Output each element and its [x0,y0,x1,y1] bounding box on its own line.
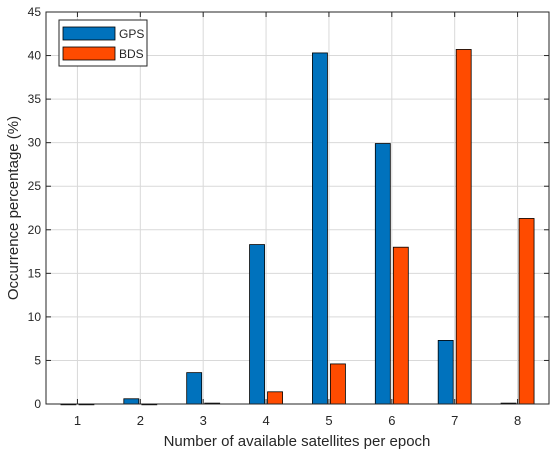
y-tick-label: 35 [28,92,42,106]
y-tick-label: 30 [28,136,42,150]
gps-bar [437,340,454,405]
x-tick-label: 8 [514,413,521,428]
gps-bar [249,244,265,405]
bds-bar [330,363,346,405]
y-tick-label: 15 [28,266,42,280]
y-tick-label: 25 [28,179,42,193]
y-tick-label: 45 [28,5,42,19]
gps-bar [312,52,328,405]
legend-swatch-gps [62,26,116,41]
gps-bar [374,143,391,405]
bds-bar [518,218,535,405]
x-tick-label: 4 [262,413,269,428]
y-tick-label: 0 [34,397,41,411]
y-tick-label: 10 [28,310,42,324]
bds-bar [392,246,409,405]
y-tick-label: 40 [28,49,42,63]
bds-bar [267,391,283,405]
legend-label-bds: BDS [119,47,144,61]
y-tick-label: 5 [34,353,41,367]
bars-layer [60,49,535,406]
x-axis-label: Number of available satellites per epoch [164,433,431,450]
y-tick-label: 20 [28,223,42,237]
y-axis-label: Occurrence percentage (%) [5,116,22,300]
gps-bar [123,398,140,405]
legend: GPS BDS [58,19,148,67]
plot-border [45,11,550,405]
legend-label-gps: GPS [119,27,144,41]
grid-layer [46,12,549,404]
x-tick-label: 2 [137,413,144,428]
bds-bar [455,49,472,405]
legend-swatch-bds [62,46,116,61]
plot-area [46,12,549,404]
x-tick-label: 5 [325,413,332,428]
x-tick-label: 6 [388,413,395,428]
gps-bar [186,372,203,405]
x-tick-label: 7 [451,413,458,428]
x-tick-label: 3 [200,413,207,428]
axes-layer [45,11,550,405]
x-tick-label: 1 [74,413,81,428]
